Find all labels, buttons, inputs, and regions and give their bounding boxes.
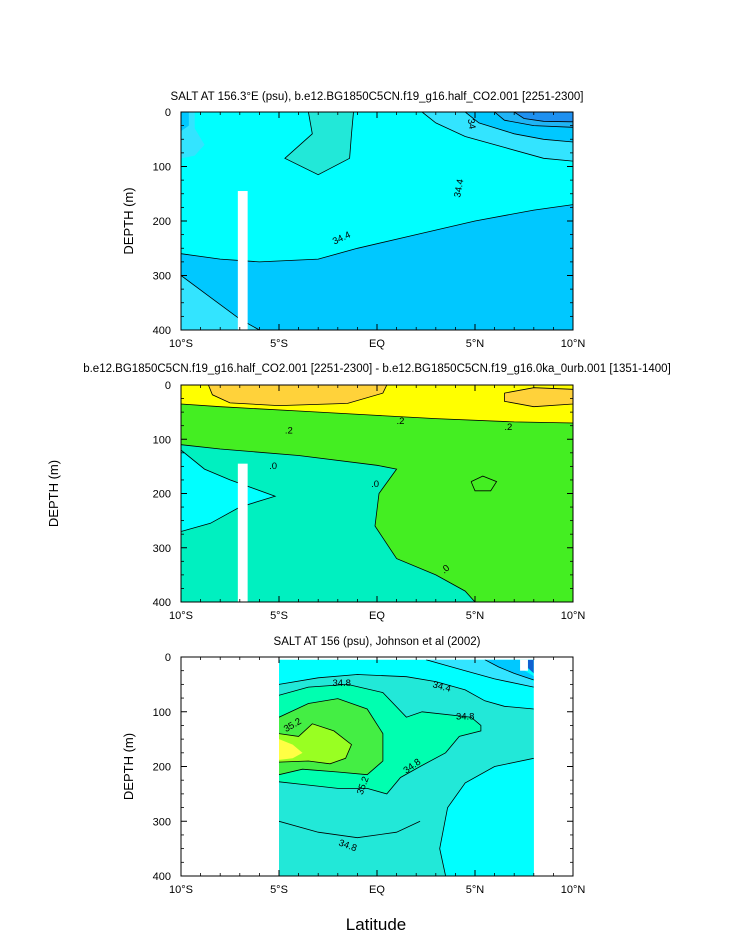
x-tick-label: 10°S — [169, 338, 193, 350]
y-tick-label: 400 — [153, 325, 171, 337]
contour-fill-0_3 — [208, 385, 387, 406]
contour-label: 34 — [465, 118, 478, 130]
y-tick-label: 0 — [165, 380, 171, 392]
contour-label: 34.8 — [332, 678, 351, 689]
contour-line — [439, 757, 534, 876]
y-tick-label: 100 — [153, 707, 171, 719]
contour-line — [494, 112, 573, 128]
x-tick-label: EQ — [369, 338, 385, 350]
contour-line — [421, 112, 573, 162]
contour-line — [181, 449, 277, 532]
x-tick-label: 10°N — [561, 338, 586, 350]
x-tick-label: 5°N — [466, 884, 485, 896]
contour-line — [279, 683, 482, 795]
contour-label: .0 — [371, 479, 379, 490]
contour-line — [484, 659, 534, 681]
x-tick-label: 5°S — [270, 610, 288, 622]
y-tick-label: 0 — [165, 107, 171, 119]
contour-label: .2 — [504, 422, 512, 433]
x-tick-label: 10°N — [561, 610, 586, 622]
contour-line — [279, 698, 384, 776]
panel-title: b.e12.BG1850C5CN.f19_g16.half_CO2.001 [2… — [83, 363, 671, 375]
contour-fill-34_2 — [181, 204, 573, 330]
y-axis-label: DEPTH (m) — [46, 460, 61, 527]
contour-line — [279, 723, 352, 765]
x-tick-label: 5°N — [466, 338, 485, 350]
contour-fill-0 — [181, 444, 475, 602]
contour-line — [181, 275, 260, 330]
contour-label: .2 — [285, 426, 293, 437]
y-tick-label: 300 — [153, 271, 171, 283]
y-axis-label: DEPTH (m) — [121, 187, 136, 254]
x-tick-label: 10°S — [169, 610, 193, 622]
missing-data-mask — [237, 463, 248, 602]
contour-line — [470, 475, 498, 492]
contour-fill-34_2 — [181, 112, 189, 132]
x-tick-label: 10°S — [169, 884, 193, 896]
missing-data-mask — [520, 659, 528, 671]
y-tick-label: 400 — [153, 871, 171, 883]
contour-line — [513, 112, 573, 123]
contour-line — [464, 112, 573, 143]
x-tick-label: 5°S — [270, 884, 288, 896]
x-tick-label: 5°S — [270, 338, 288, 350]
y-axis-label: DEPTH (m) — [121, 733, 136, 800]
y-tick-label: 200 — [153, 489, 171, 501]
contour-fill-34_4 — [484, 659, 534, 680]
contour-label: .2 — [397, 416, 405, 427]
x-tick-label: EQ — [369, 610, 385, 622]
contour-label: .0 — [269, 461, 277, 472]
contour-line — [181, 444, 476, 602]
contour-fill-34_6 — [284, 112, 354, 175]
y-tick-label: 200 — [153, 762, 171, 774]
contour-fill-0_3 — [504, 387, 573, 407]
x-tick-label: 5°N — [466, 610, 485, 622]
contour-label: 34.4 — [452, 178, 466, 198]
contour-fill-0_1 — [471, 476, 497, 491]
panel-title: SALT AT 156 (psu), Johnson et al (2002) — [274, 636, 481, 648]
contour-fill-34_6 — [439, 758, 534, 876]
contour-line — [208, 385, 388, 407]
y-tick-label: 300 — [153, 543, 171, 555]
contour-fill-33_8 — [514, 112, 573, 122]
contour-line — [181, 403, 573, 424]
contour-line — [279, 674, 534, 710]
contour-fill-34_4 — [181, 275, 260, 330]
contour-fill-m0_1 — [181, 450, 276, 532]
x-tick-label: 10°N — [561, 884, 586, 896]
y-tick-label: 0 — [165, 652, 171, 664]
y-tick-label: 100 — [153, 162, 171, 174]
contour-line — [425, 659, 534, 688]
y-tick-label: 100 — [153, 434, 171, 446]
y-tick-label: 200 — [153, 216, 171, 228]
missing-data-mask — [237, 191, 248, 330]
contour-label: 34.8 — [456, 712, 475, 723]
y-tick-label: 300 — [153, 816, 171, 828]
panel-salinity-difference: .2.2.2.0.0.0b.e12.BG1850C5CN.f19_g16.hal… — [46, 363, 671, 622]
contour-line — [181, 204, 573, 263]
contour-line — [279, 820, 421, 839]
contour-label: 34.4 — [431, 679, 452, 694]
x-axis-label: Latitude — [346, 915, 407, 934]
contour-fill-34_2 — [527, 659, 534, 674]
x-tick-label: EQ — [369, 884, 385, 896]
y-tick-label: 400 — [153, 597, 171, 609]
contour-line — [284, 112, 354, 176]
contour-fill-35_6 — [279, 739, 303, 760]
panel-title: SALT AT 156.3°E (psu), b.e12.BG1850C5CN.… — [171, 91, 584, 103]
